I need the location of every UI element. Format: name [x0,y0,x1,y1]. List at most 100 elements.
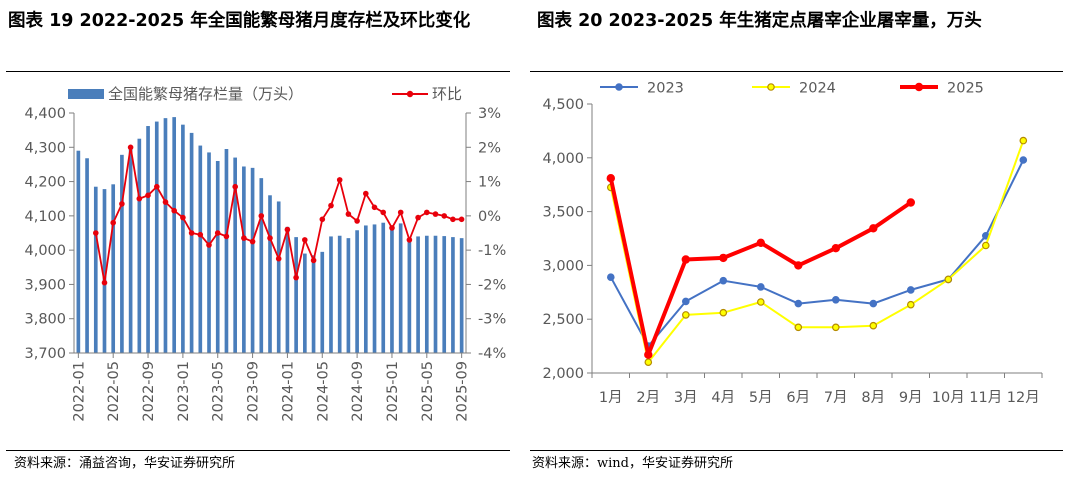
bar [128,147,133,353]
legend-item-2024: 2024 [752,81,836,97]
bar [285,226,290,353]
ratio-point [424,209,430,216]
ratio-point [249,238,256,245]
bar [181,124,185,353]
bar [172,117,177,353]
bar [250,167,255,353]
bar [442,236,447,353]
right-y-tick-label: -2% [478,277,506,293]
bar [207,152,211,353]
ratio-point [354,218,360,224]
y-tick-label: 3,500 [542,205,584,221]
ratio-point [154,183,160,190]
x-tick-label: 2024-01 [280,361,296,422]
series-point-2023 [831,296,840,304]
x-tick-label: 10月 [932,390,965,406]
legend-marker [615,83,623,91]
bar [198,145,203,353]
chart-title-left: 图表 19 2022-2025 年全国能繁母猪月度存栏及环比变化 [8,11,471,31]
series-point-2024 [869,321,878,330]
x-tick-label: 2022-09 [141,361,157,422]
bar [346,238,351,353]
bar [294,237,298,353]
ratio-point [197,231,204,238]
ratio-point [267,235,273,241]
legend-line-label: 环比 [432,85,462,103]
bar [85,158,89,353]
x-tick-label: 2024-05 [315,361,331,422]
bar [215,161,220,353]
ratio-point [206,242,212,248]
x-tick-label: 2023-01 [176,361,192,422]
ratio-point [380,209,387,216]
ratio-point [110,219,116,226]
bar [242,166,246,353]
ratio-point [432,211,439,217]
bar [372,224,377,353]
ratio-point [119,201,125,207]
ratio-point [180,214,186,221]
ratio-point [302,237,308,243]
ratio-point [275,255,282,262]
bar [111,184,116,353]
series-line-2024 [609,140,1025,364]
bottom-rule-left [6,450,510,451]
series-point-2023 [906,286,915,294]
x-tick-label: 7月 [824,390,848,406]
right-y-tick-label: 1% [478,175,501,191]
x-tick-label: 2022-01 [71,361,87,422]
y-tick-label: 2,000 [542,366,584,382]
bar [276,201,281,353]
bar [303,253,307,353]
bar [390,229,394,353]
x-tick-label: 2025-01 [385,361,401,422]
ratio-point [450,216,456,223]
bar [433,235,438,353]
x-tick-label: 5月 [749,390,773,406]
left-y-tick-label: 3,900 [24,277,66,293]
legend-marker [767,83,775,91]
ratio-point [319,216,326,223]
series-point-2023 [869,299,878,308]
ratio-point [345,211,352,217]
ratio-point [284,226,291,233]
bar [451,237,455,353]
legend-line-marker [406,90,414,98]
x-tick-label: 9月 [899,390,923,406]
ratio-point [336,177,343,183]
right-y-tick-label: -1% [478,243,506,259]
slaughter-volume-chart: 2,000 2,500 3,000 3,500 4,000 4,500 1月 2月 3月 4月 5月… [542,81,1043,406]
y-tick-label: 3,000 [542,258,584,274]
series-point-2025 [644,350,653,359]
ratio-point [136,195,143,202]
series-point-2024 [981,241,990,250]
x-tick-label: 2024-09 [350,361,366,422]
left-y-tick-label: 4,300 [24,140,66,156]
bar [102,189,107,353]
series-line-2023 [609,159,1025,348]
x-tick-label: 11月 [969,390,1002,406]
x-tick-label: 2023-09 [246,361,262,422]
bar [120,154,124,353]
bar [76,150,81,353]
right-y-tick-label: -4% [478,346,506,362]
source-note-right: 资料来源：wind，华安证券研究所 [532,456,733,471]
ratio-point [258,213,265,219]
left-y-tick-label: 3,800 [24,312,66,328]
right-y-tick-label: 2% [478,140,501,156]
sow-inventory-chart: 全国能繁母猪存栏量（万头） 环比 3,700 3,800 3,900 4,000 4,100… [24,85,506,422]
top-rule-right [530,71,1063,72]
series-point-2023 [1019,156,1028,164]
x-tick-label: 2月 [636,390,660,406]
legend-label: 2023 [647,81,684,97]
legend-label: 2025 [947,81,984,97]
bar [259,178,264,353]
bar [337,235,342,353]
series-point-2023 [682,297,690,306]
legend-bar-label: 全国能繁母猪存栏量（万头） [108,85,303,103]
left-y-tick-label: 4,400 [24,106,66,122]
legend-item-2025: 2025 [900,81,984,97]
series-point-2023 [794,299,803,308]
right-y-tick-label: -3% [478,312,506,328]
ratio-point [293,274,299,281]
